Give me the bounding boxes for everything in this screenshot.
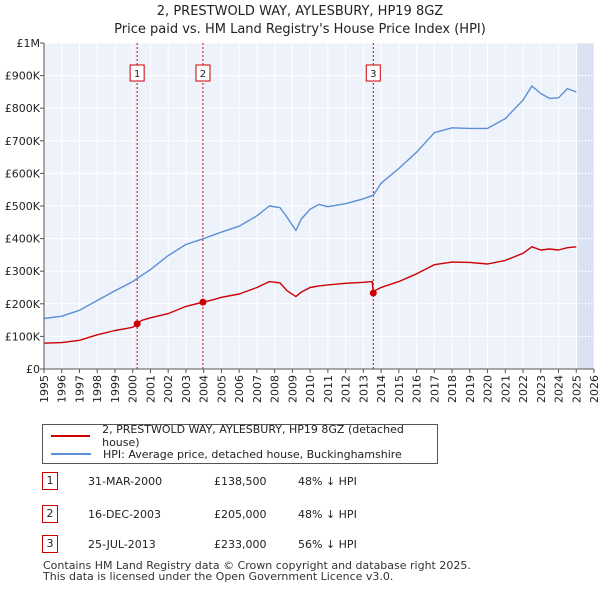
x-tick-label: 2019 [464,375,477,403]
attribution-line-2: This data is licensed under the Open Gov… [43,570,394,583]
x-tick-label: 1996 [56,375,69,403]
sale-hpi-delta: 56% ↓ HPI [298,537,357,551]
legend-item-hpi: HPI: Average price, detached house, Buck… [51,445,402,463]
x-tick-label: 1999 [109,375,122,403]
x-tick-label: 2021 [499,375,512,403]
x-tick-label: 2016 [411,375,424,403]
x-tick-label: 2012 [340,375,353,403]
x-tick-label: 2025 [570,375,583,403]
legend-label-property: 2, PRESTWOLD WAY, AYLESBURY, HP19 8GZ (d… [102,423,404,449]
hpi-line [43,85,577,320]
legend-swatch-property [51,435,91,437]
x-tick-label: 2001 [144,375,157,403]
sale-point [199,298,207,306]
y-tick-label: £500K [5,200,41,213]
y-tick-label: £600K [5,167,41,180]
sale-date: 31-MAR-2000 [88,474,163,488]
legend-label-hpi: HPI: Average price, detached house, Buck… [103,447,402,461]
chart-title: 2, PRESTWOLD WAY, AYLESBURY, HP19 8GZ [156,4,444,19]
y-tick-label: £1M [17,37,41,50]
sale-date: 25-JUL-2013 [88,537,156,551]
property-price-line [43,246,577,344]
x-tick-label: 2014 [375,375,388,403]
sale-label: 3 [370,69,376,80]
sale-label: 2 [200,69,206,80]
x-tick-label: 2009 [286,375,299,403]
legend-item-property: 2, PRESTWOLD WAY, AYLESBURY, HP19 8GZ (d… [51,423,437,449]
sale-label: 1 [134,69,140,80]
price-chart: 1 2 3 £0 £100K £200K £300K £400K £500K £600K £700… [5,37,600,403]
sale-date: 16-DEC-2003 [88,507,162,521]
y-tick-label: £0 [26,363,40,376]
y-tick-label: £700K [5,135,41,148]
x-tick-label: 2000 [127,375,140,403]
x-tick-label: 2006 [233,375,246,403]
sale-point [369,289,377,297]
legend: 2, PRESTWOLD WAY, AYLESBURY, HP19 8GZ (d… [42,423,438,464]
x-tick-label: 2007 [251,375,264,403]
chart-subtitle: Price paid vs. HM Land Registry's House … [114,22,486,37]
x-tick-label: 2008 [269,375,282,403]
x-tick-label: 2005 [215,375,228,403]
sale-number-badge: 1 [42,472,58,490]
attribution-line-1: Contains HM Land Registry data © Crown c… [43,559,471,572]
y-tick-label: £100K [5,330,41,343]
x-tick-label: 2004 [198,375,211,403]
x-tick-label: 2018 [446,375,459,403]
attribution: Contains HM Land Registry data © Crown c… [43,560,471,582]
x-tick-label: 2020 [482,375,495,403]
x-tick-label: 2026 [588,375,600,403]
sale-price: £205,000 [214,507,267,521]
x-tick-label: 1995 [38,375,51,403]
y-tick-label: £200K [5,298,41,311]
legend-swatch-hpi [51,453,91,455]
sale-label-box [129,64,145,82]
x-tick-label: 2002 [162,375,175,403]
x-tick-label: 2011 [322,375,335,403]
x-tick-label: 2013 [357,375,370,403]
x-tick-label: 2024 [553,375,566,403]
sale-hpi-delta: 48% ↓ HPI [298,507,357,521]
y-tick-label: £900K [5,70,41,83]
x-tick-label: 1998 [91,375,104,403]
x-tick-label: 2015 [393,375,406,403]
sale-price: £138,500 [214,474,267,488]
sale-label-box [195,64,211,82]
y-tick-label: £800K [5,102,41,115]
x-tick-label: 1997 [73,375,86,403]
sale-number-badge: 3 [42,535,58,553]
sale-price: £233,000 [214,537,267,551]
sale-hpi-delta: 48% ↓ HPI [298,474,357,488]
sale-number-badge: 2 [42,505,58,523]
x-tick-label: 2022 [517,375,530,403]
sale-label-box [365,64,381,82]
y-tick-label: £400K [5,233,41,246]
x-tick-label: 2003 [180,375,193,403]
sale-point [133,320,141,328]
y-tick-label: £300K [5,265,41,278]
x-tick-label: 2023 [535,375,548,403]
x-tick-label: 2010 [304,375,317,403]
x-tick-label: 2017 [428,375,441,403]
